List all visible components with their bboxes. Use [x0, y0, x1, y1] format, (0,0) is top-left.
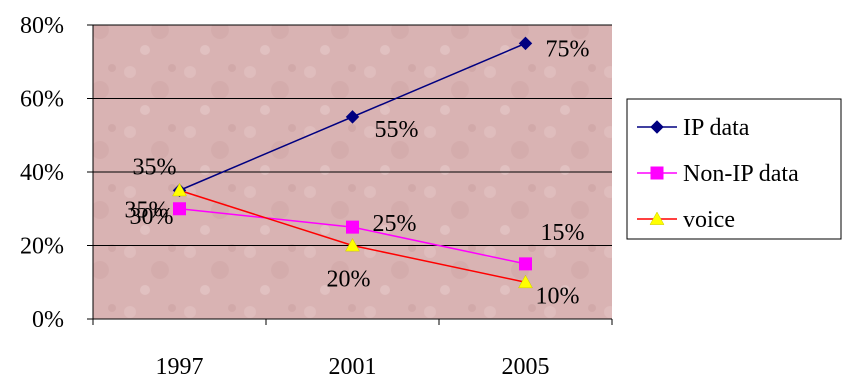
plot-area	[93, 24, 612, 319]
x-tick-label: 2001	[329, 354, 377, 380]
data-point	[518, 36, 533, 51]
data-point	[518, 274, 533, 289]
legend-marker	[650, 166, 664, 180]
data-label: 55%	[375, 117, 419, 143]
data-label: 20%	[327, 267, 371, 293]
data-label: 15%	[541, 220, 585, 246]
axes: 0% 20% 40% 60% 80% 1997 2001 2005	[20, 13, 613, 380]
data-label: 10%	[536, 283, 580, 309]
legend-label: IP data	[683, 115, 750, 141]
series-layer	[172, 36, 533, 289]
data-labels: 35% 55% 75% 30% 25% 15% 35% 20% 10%	[125, 36, 590, 309]
data-label: 35%	[133, 154, 177, 180]
legend-label: voice	[683, 207, 735, 233]
x-tick-label: 1997	[156, 354, 204, 380]
data-label: 30%	[130, 204, 174, 230]
legend-marker	[650, 120, 664, 134]
legend-marker	[649, 211, 665, 225]
x-tick-label: 2005	[502, 354, 550, 380]
data-point	[172, 182, 187, 197]
y-tick-label: 60%	[20, 87, 64, 113]
data-label: 75%	[546, 36, 590, 62]
legend: IP data Non-IP data voice	[626, 98, 842, 240]
data-label: 35%	[125, 197, 169, 223]
legend-label: Non-IP data	[683, 161, 799, 187]
data-point	[519, 257, 532, 271]
data-label: 25%	[373, 211, 417, 237]
data-point	[345, 110, 360, 124]
y-tick-label: 80%	[20, 13, 64, 39]
y-tick-label: 0%	[32, 307, 64, 333]
data-point	[346, 220, 359, 234]
y-tick-label: 20%	[20, 234, 64, 260]
y-tick-label: 40%	[20, 160, 64, 186]
data-point	[173, 202, 186, 216]
data-point	[345, 237, 360, 252]
